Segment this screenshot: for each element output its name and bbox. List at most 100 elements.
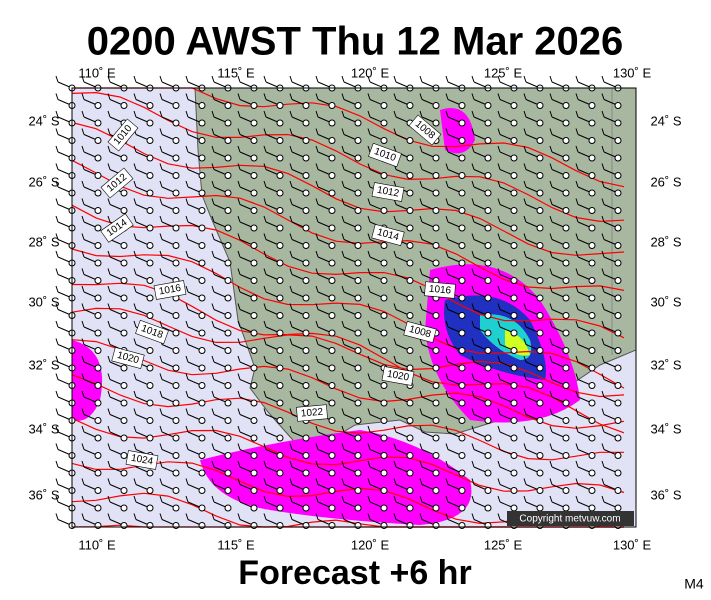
- isobar-label: 1012: [376, 185, 400, 200]
- barb-feather: [289, 303, 293, 310]
- barb-feather: [575, 145, 579, 153]
- barb-feather: [523, 390, 527, 398]
- lon-label: 125˚ E: [484, 65, 523, 80]
- barb-station: [536, 434, 544, 442]
- barb-station: [510, 469, 518, 477]
- barb-feather: [341, 285, 345, 293]
- barb-feather: [445, 215, 449, 223]
- barb-station: [458, 294, 466, 302]
- isobar: [71, 307, 625, 398]
- lat-label: 32˚ S: [650, 357, 681, 372]
- barb-feather: [341, 215, 345, 223]
- barb-feather: [523, 250, 527, 258]
- barb-feather: [237, 163, 241, 170]
- barb-feather: [263, 425, 267, 433]
- barb-station: [198, 207, 206, 214]
- barb-feather: [445, 128, 449, 135]
- barb-feather: [315, 460, 319, 468]
- barb-feather: [211, 198, 215, 205]
- barb-feather: [549, 373, 553, 380]
- barb-feather: [55, 303, 59, 310]
- barb-feather: [445, 478, 449, 485]
- barb-feather: [471, 303, 475, 310]
- barb-feather: [237, 303, 241, 310]
- barb-station: [250, 259, 258, 267]
- barb-feather: [419, 390, 423, 398]
- barb-station: [588, 364, 596, 372]
- barb-feather: [523, 425, 527, 433]
- barb-station: [328, 242, 336, 249]
- barb-station: [328, 469, 336, 477]
- barb-feather: [445, 268, 449, 275]
- barb-feather: [393, 495, 397, 503]
- barb-feather: [81, 373, 85, 380]
- barb-station: [302, 434, 310, 442]
- barb-feather: [263, 233, 267, 240]
- barb-feather: [549, 303, 553, 310]
- barb-feather: [497, 460, 501, 468]
- barb-feather: [81, 233, 85, 240]
- barb-station: [380, 487, 388, 494]
- barb-station: [406, 137, 414, 144]
- barb-station: [484, 329, 492, 337]
- barb-feather: [549, 233, 553, 240]
- barb-feather: [133, 390, 137, 398]
- barb-station: [250, 102, 258, 109]
- barb-station: [198, 137, 206, 144]
- barb-feather: [549, 390, 553, 398]
- barb-feather: [159, 320, 163, 328]
- barb-feather: [601, 338, 605, 345]
- barb-station: [146, 487, 154, 494]
- barb-station: [120, 189, 128, 197]
- barb-feather: [549, 145, 553, 153]
- barb-feather: [471, 478, 475, 485]
- lat-label: 34˚ S: [28, 421, 59, 436]
- barb-feather: [445, 373, 449, 380]
- barb-station: [172, 207, 180, 214]
- barb-station: [380, 329, 388, 337]
- barb-station: [484, 207, 492, 214]
- barb-feather: [81, 285, 85, 293]
- barb-feather: [315, 75, 319, 83]
- barb-station: [224, 207, 232, 214]
- barb-station: [510, 242, 518, 249]
- barb-feather: [341, 75, 345, 83]
- barb-feather: [263, 460, 267, 468]
- barb-feather: [55, 355, 59, 363]
- barb-feather: [185, 233, 189, 240]
- barb-station: [224, 137, 232, 144]
- barb-feather: [133, 285, 137, 293]
- barb-feather: [523, 373, 527, 380]
- barb-feather: [445, 513, 449, 520]
- barb-feather: [237, 460, 241, 468]
- axis-labels: 110˚ E 110˚ E 115˚ E 115˚ E 120˚ E 120˚ E 125˚…: [28, 65, 681, 552]
- barb-station: [484, 469, 492, 477]
- barb-station: [120, 207, 128, 214]
- barb-station: [146, 259, 154, 267]
- barb-station: [432, 452, 440, 459]
- barb-feather: [133, 145, 137, 153]
- barb-station: [198, 504, 206, 512]
- barb-station: [198, 189, 206, 197]
- barb-station: [432, 399, 440, 407]
- barb-feather: [497, 93, 501, 100]
- barb-feather: [237, 145, 241, 153]
- barb-feather: [133, 250, 137, 258]
- barb-feather: [289, 320, 293, 328]
- barb-feather: [133, 320, 137, 328]
- barb-feather: [393, 93, 397, 100]
- barb-feather: [367, 215, 371, 223]
- barb-station: [328, 154, 336, 162]
- barb-feather: [471, 285, 475, 293]
- barb-feather: [341, 128, 345, 135]
- barb-station: [198, 259, 206, 267]
- barb-feather: [81, 180, 85, 188]
- barb-feather: [497, 75, 501, 83]
- barb-feather: [55, 338, 59, 345]
- barb-station: [354, 294, 362, 302]
- barb-station: [484, 259, 492, 267]
- barb-feather: [523, 320, 527, 328]
- barb-feather: [523, 93, 527, 100]
- barb-feather: [549, 128, 553, 135]
- barb-feather: [549, 180, 553, 188]
